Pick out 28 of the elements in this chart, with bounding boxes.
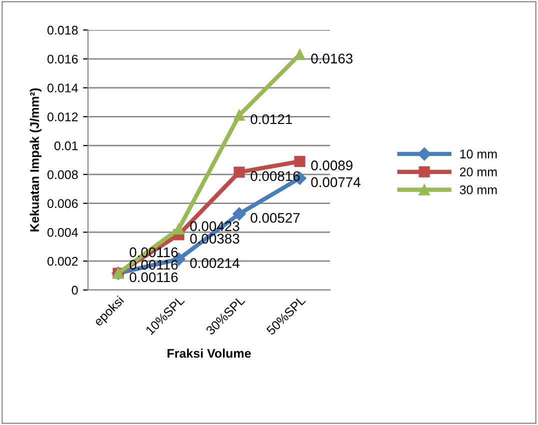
y-tick-label: 0: [72, 286, 78, 295]
data-label: 0.00774: [311, 177, 360, 188]
point: [173, 223, 184, 234]
y-tick-label: 0.012: [47, 112, 78, 122]
x-axis-title: Fraksi Volume: [168, 348, 251, 358]
y-tick-label: 0.016: [47, 54, 78, 64]
data-label: 0.00214: [190, 258, 240, 268]
point: [234, 166, 245, 178]
y-tick-label: 0.018: [47, 26, 78, 35]
point: [294, 156, 306, 167]
y-tick-label: 0.01: [54, 141, 78, 150]
data-label: 0.0089: [311, 160, 352, 170]
y-tick-label: 0.004: [47, 228, 78, 237]
legend-label: 30 mm: [460, 185, 497, 194]
point: [232, 207, 246, 220]
y-axis-title: Kekuatan Impak (J/mm²): [30, 88, 42, 232]
y-tick-label: 0.006: [47, 199, 78, 208]
y-tick-label: 0.014: [47, 84, 78, 92]
data-label: 0.0163: [311, 54, 353, 64]
legend-label: 10 mm: [460, 150, 497, 158]
data-label: 0.00116: [130, 272, 178, 282]
data-label: 0.00527: [250, 212, 300, 223]
point: [234, 110, 245, 121]
y-tick-label: 0.008: [47, 170, 78, 180]
data-label: 0.0121: [250, 114, 292, 124]
point: [294, 49, 306, 60]
y-tick-label: 0.002: [47, 256, 78, 266]
legend-label: 20 mm: [460, 168, 497, 176]
